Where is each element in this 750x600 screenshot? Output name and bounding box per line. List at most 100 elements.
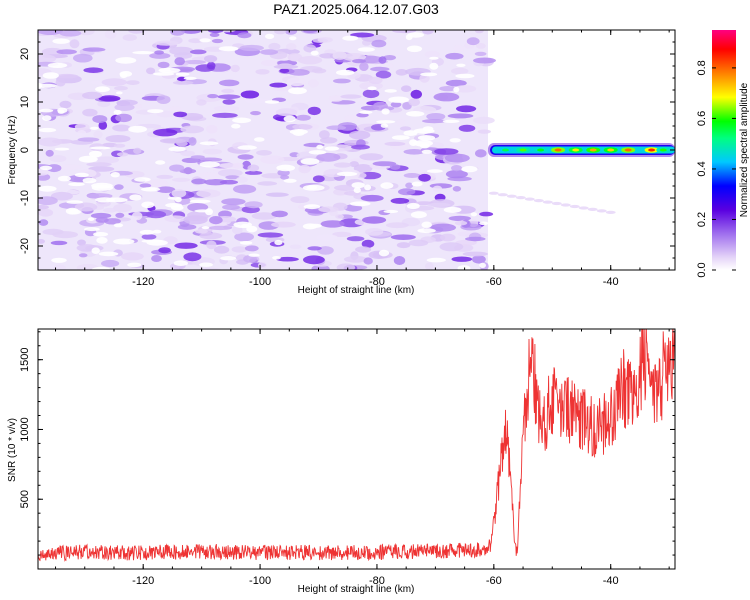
noise-blob (250, 111, 261, 116)
noise-gap (308, 223, 322, 228)
noise-blob (77, 137, 100, 142)
noise-blob (102, 142, 118, 148)
noise-blob (213, 245, 230, 254)
noise-blob (139, 183, 152, 188)
noise-blob (115, 212, 125, 218)
colorbar: 0.0 0.2 0.4 0.6 0.8 Normalized spectral ampl… (696, 30, 750, 278)
noise-blob (370, 66, 390, 72)
colorbar-tick-label: 0.8 (696, 60, 708, 75)
noise-blob (101, 259, 120, 268)
noise-gap (96, 237, 108, 244)
noise-gap (300, 158, 320, 165)
noise-blob (202, 148, 222, 155)
noise-gap (364, 184, 372, 191)
noise-blob (298, 164, 311, 174)
noise-gap (283, 115, 296, 123)
noise-blob (405, 182, 414, 189)
noise-blob (232, 162, 244, 169)
noise-blob (424, 50, 440, 58)
noise-blob (320, 137, 338, 144)
snr-ylabel: SNR (10 * v/v) (7, 418, 18, 482)
noise-gap (479, 262, 486, 268)
noise-blob (104, 30, 117, 39)
noise-blob (451, 67, 469, 75)
noise-gap (351, 182, 365, 189)
noise-blob (204, 55, 218, 63)
noise-gap (413, 140, 433, 147)
noise-blob (265, 192, 289, 197)
noise-blob (451, 256, 473, 262)
noise-blob (286, 43, 297, 51)
noise-blob (260, 155, 285, 164)
noise-gap (39, 108, 54, 113)
noise-gap (308, 150, 327, 155)
noise-gap (93, 232, 109, 237)
noise-blob (318, 206, 339, 213)
noise-blob (190, 49, 207, 55)
noise-gap (51, 257, 67, 263)
noise-blob (398, 188, 416, 196)
noise-blob (352, 59, 366, 64)
noise-blob (55, 73, 79, 79)
noise-blob (269, 82, 288, 88)
noise-gap (92, 266, 111, 270)
noise-gap (152, 229, 162, 234)
noise-gap (141, 239, 164, 243)
noise-blob (257, 232, 284, 238)
noise-blob (204, 179, 228, 186)
noise-gap (246, 225, 258, 233)
y-tick-label: -10 (19, 190, 31, 206)
noise-gap (470, 212, 478, 217)
noise-blob (473, 116, 495, 124)
noise-blob (335, 214, 344, 219)
noise-gap (95, 197, 115, 203)
noise-blob (156, 186, 176, 193)
noise-gap (349, 201, 371, 207)
noise-blob (244, 201, 263, 209)
noise-blob (368, 76, 383, 85)
noise-blob (472, 255, 486, 264)
noise-blob (230, 64, 240, 73)
colorbar-tick-label: 0.2 (696, 212, 708, 227)
noise-gap (167, 196, 182, 200)
noise-gap (381, 108, 390, 115)
noise-blob (332, 231, 352, 237)
spectrogram-ylabel: Frequency (Hz) (7, 116, 18, 185)
noise-blob (390, 234, 416, 240)
tail-blob (524, 197, 535, 201)
noise-blob (188, 137, 197, 146)
tail-blob (560, 203, 571, 207)
noise-blob (432, 185, 443, 192)
spectrogram-frame (37, 29, 676, 271)
noise-blob (319, 130, 330, 140)
noise-gap (128, 125, 148, 133)
x-tick-label: -40 (603, 276, 619, 288)
noise-blob (474, 51, 487, 57)
noise-blob (240, 90, 260, 99)
noise-gap (421, 149, 433, 154)
tail-blob (587, 207, 598, 211)
noise-blob (73, 53, 93, 63)
noise-gap (264, 100, 280, 104)
noise-blob (287, 53, 303, 62)
noise-gap (132, 51, 154, 55)
noise-gap (265, 33, 275, 40)
noise-blob (410, 89, 422, 99)
noise-blob (206, 61, 216, 70)
noise-blob (273, 64, 299, 70)
noise-blob (451, 165, 462, 172)
noise-blob (375, 70, 392, 79)
noise-gap (406, 111, 425, 117)
noise-blob (237, 32, 252, 39)
noise-blob (454, 220, 468, 226)
noise-blob (105, 135, 131, 143)
noise-blob (98, 121, 108, 130)
noise-blob (221, 88, 235, 94)
noise-gap (380, 123, 389, 128)
noise-gap (303, 204, 321, 210)
noise-gap (253, 137, 265, 142)
noise-gap (84, 227, 100, 232)
noise-blob (38, 208, 54, 217)
noise-blob (82, 91, 103, 100)
noise-gap (429, 62, 439, 70)
